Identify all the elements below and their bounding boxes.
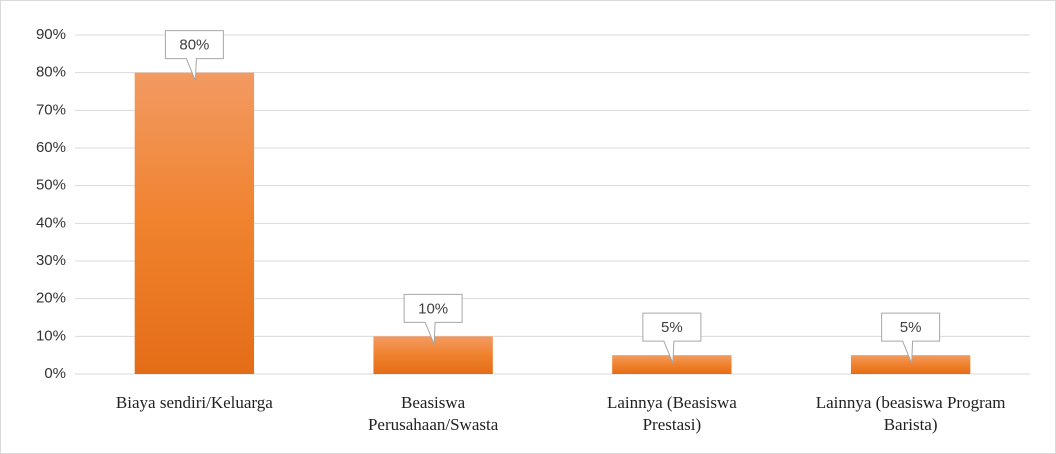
y-tick-label: 50% (36, 177, 66, 194)
y-tick-label: 70% (36, 101, 66, 118)
y-tick-label: 0% (44, 365, 66, 382)
y-tick-label: 10% (36, 327, 66, 344)
y-tick-label: 20% (36, 290, 66, 307)
data-label-callout (881, 312, 941, 364)
bar (134, 72, 255, 375)
x-tick-label: Lainnya (Beasiswa Prestasi) (606, 393, 737, 434)
data-label: 10% (418, 300, 448, 317)
y-tick-label: 90% (36, 26, 66, 43)
y-tick-label: 80% (36, 64, 66, 81)
y-tick-label: 60% (36, 139, 66, 156)
data-label: 80% (179, 37, 209, 54)
x-tick-label: Biaya sendiri/Keluarga (115, 393, 273, 412)
data-label: 5% (661, 319, 683, 336)
y-tick-label: 40% (36, 214, 66, 231)
data-label: 5% (900, 319, 922, 336)
data-label-callout (403, 293, 463, 345)
data-label-callout (642, 312, 702, 364)
x-tick-label: Beasiswa Perusahaan/Swasta (367, 393, 499, 434)
y-tick-label: 30% (36, 252, 66, 269)
x-tick-label: Lainnya (beasiswa Program Barista) (815, 393, 1006, 434)
data-label-callout (164, 30, 224, 81)
bar (850, 355, 971, 374)
bar (612, 355, 732, 374)
